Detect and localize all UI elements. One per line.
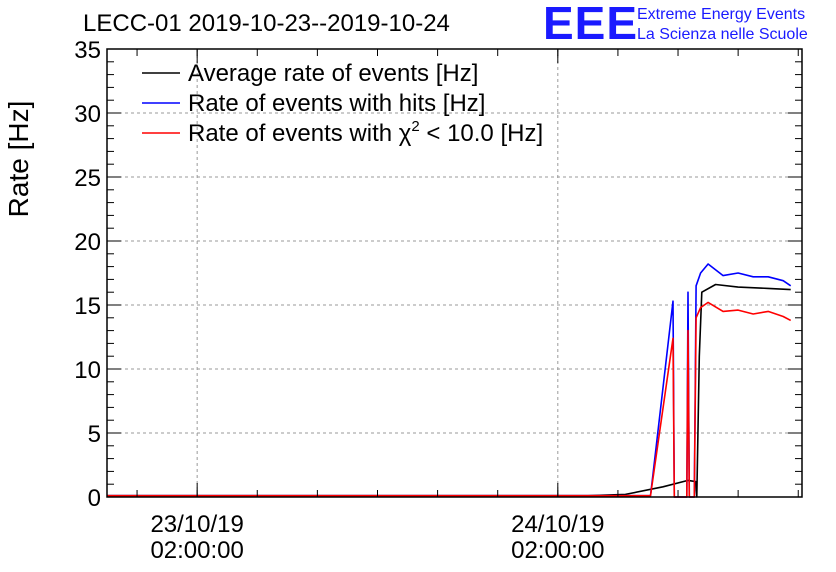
x-tick-label-time: 02:00:00 xyxy=(150,537,243,564)
legend-label-average: Average rate of events [Hz] xyxy=(188,60,478,87)
y-tick-label: 35 xyxy=(74,37,101,64)
plot-frame xyxy=(106,48,803,498)
eee-logo: EEE Extreme Energy Events La Scienza nel… xyxy=(543,0,808,49)
eee-logo-line2: La Scienza nelle Scuole xyxy=(637,26,808,43)
x-tick-label-date: 23/10/19 xyxy=(150,511,243,538)
axes: 0510152025303523/10/1902:00:0024/10/1902… xyxy=(74,37,803,564)
series-line-2 xyxy=(107,301,792,498)
x-tick-label-date: 24/10/19 xyxy=(511,511,604,538)
eee-logo-mark: EEE xyxy=(543,0,638,49)
y-tick-label: 0 xyxy=(88,485,101,512)
y-axis-label: Rate [Hz] xyxy=(3,101,34,218)
legend: Average rate of events [Hz] Rate of even… xyxy=(142,60,543,147)
y-tick-label: 15 xyxy=(74,293,101,320)
legend-label-hits: Rate of events with hits [Hz] xyxy=(188,90,485,117)
plot-series xyxy=(107,263,792,498)
y-tick-label: 5 xyxy=(88,421,101,448)
y-tick-label: 20 xyxy=(74,229,101,256)
x-tick-label-time: 02:00:00 xyxy=(511,537,604,564)
y-tick-label: 30 xyxy=(74,101,101,128)
y-tick-label: 10 xyxy=(74,357,101,384)
grid xyxy=(107,49,802,497)
y-tick-label: 25 xyxy=(74,165,101,192)
chart-title: LECC-01 2019-10-23--2019-10-24 xyxy=(83,10,450,37)
legend-label-chi2: Rate of events with χ2 < 10.0 [Hz] xyxy=(188,118,543,147)
eee-logo-line1: Extreme Energy Events xyxy=(637,6,805,23)
